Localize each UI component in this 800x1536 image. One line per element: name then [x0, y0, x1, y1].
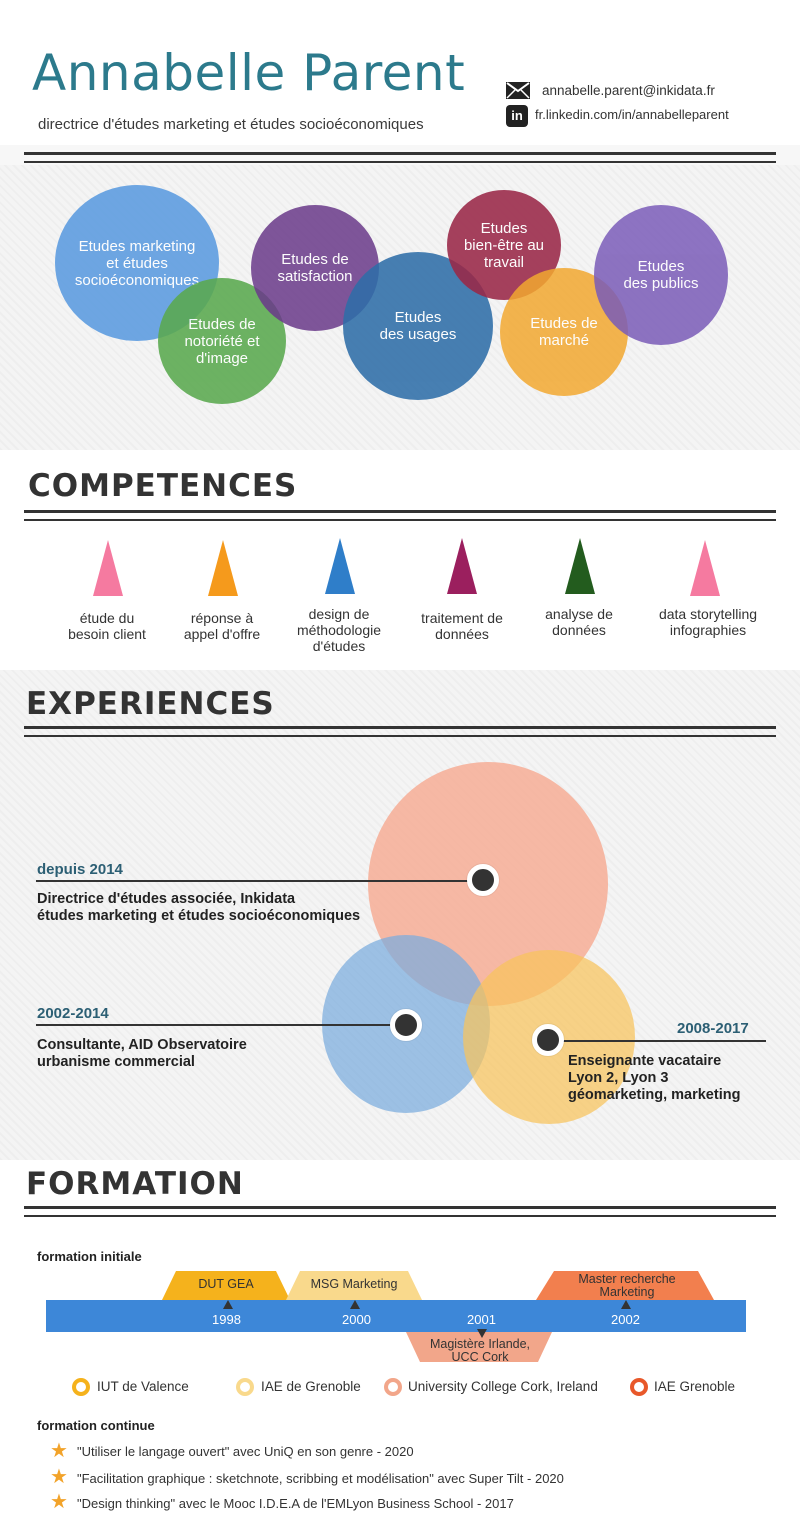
competences-band	[0, 450, 800, 670]
envelope-icon	[506, 82, 530, 99]
star-icon: ★	[50, 1440, 68, 1462]
experience-date: depuis 2014	[37, 861, 123, 878]
formation-initiale-label: formation initiale	[37, 1249, 142, 1264]
competence-label: data storytelling infographies	[658, 606, 758, 638]
experience-description: Enseignante vacataire Lyon 2, Lyon 3 géo…	[568, 1053, 741, 1103]
timeline-year: 2000	[342, 1312, 371, 1327]
competences-rule-bottom	[24, 519, 776, 521]
timeline-marker	[621, 1300, 631, 1309]
competence-marker-besoin-client	[93, 540, 123, 596]
header-rule-top	[24, 152, 776, 155]
legend-ring-icon	[72, 1378, 90, 1396]
timeline-year: 2001	[467, 1312, 496, 1327]
formation-continue-label: formation continue	[37, 1418, 155, 1433]
formation-band	[0, 1160, 800, 1536]
legend-label: University College Cork, Ireland	[408, 1379, 598, 1394]
experience-date: 2008-2017	[677, 1020, 749, 1037]
legend-ring-icon	[384, 1378, 402, 1396]
page-title: Annabelle Parent	[32, 44, 466, 102]
experience-dot	[390, 1009, 422, 1041]
competence-label: analyse de données	[545, 606, 613, 638]
timeline-year: 2002	[611, 1312, 640, 1327]
formation-timeline	[46, 1300, 746, 1332]
competence-marker-appel-offre	[208, 540, 238, 596]
experience-date: 2002-2014	[37, 1005, 109, 1022]
experience-dot	[532, 1024, 564, 1056]
diploma-label: DUT GEA	[198, 1277, 254, 1291]
timeline-marker	[477, 1329, 487, 1338]
timeline-year: 1998	[212, 1312, 241, 1327]
experience-connector	[548, 1040, 766, 1042]
diploma-tag-dut	[162, 1271, 290, 1300]
diploma-label: Master recherche Marketing	[578, 1272, 676, 1299]
diploma-tag-msg	[286, 1271, 422, 1300]
experiences-title: EXPERIENCES	[26, 686, 275, 722]
diploma-label: Magistère Irlande, UCC Cork	[429, 1337, 531, 1364]
legend-label: IAE Grenoble	[654, 1379, 736, 1394]
formation-continue-item: "Design thinking" avec le Mooc I.D.E.A d…	[77, 1496, 514, 1511]
competence-marker-traitement	[447, 538, 477, 594]
bubble-bien-etre: Etudes bien-être au travail	[447, 190, 561, 300]
diploma-tag-master	[536, 1271, 714, 1300]
formation-continue-item: "Facilitation graphique : sketchnote, sc…	[77, 1471, 564, 1486]
bubble-publics: Etudes des publics	[594, 205, 728, 345]
email-link[interactable]: annabelle.parent@inkidata.fr	[542, 83, 715, 98]
competence-marker-methodologie	[325, 538, 355, 594]
experience-connector	[36, 1024, 406, 1026]
experience-description: Directrice d'études associée, Inkidata é…	[37, 891, 361, 924]
legend-ring-icon	[630, 1378, 648, 1396]
header-band	[0, 0, 800, 145]
timeline-marker	[350, 1300, 360, 1309]
linkedin-link[interactable]: fr.linkedin.com/in/annabelleparent	[535, 107, 729, 122]
legend-ring-icon	[236, 1378, 254, 1396]
competence-label: traitement de données	[421, 610, 503, 642]
competences-title: COMPETENCES	[28, 468, 298, 504]
page-subtitle: directrice d'études marketing et études …	[38, 116, 424, 133]
competence-marker-storytelling	[690, 540, 720, 596]
competence-marker-analyse	[565, 538, 595, 594]
experiences-rule-bottom	[24, 735, 776, 737]
header-rule-bottom	[24, 161, 776, 163]
formation-rule-top	[24, 1206, 776, 1209]
formation-rule-bottom	[24, 1215, 776, 1217]
experience-description: Consultante, AID Observatoire urbanisme …	[37, 1037, 247, 1070]
competence-label: étude du besoin client	[68, 610, 146, 642]
timeline-marker	[223, 1300, 233, 1309]
legend-label: IUT de Valence	[97, 1379, 189, 1394]
experience-dot	[467, 864, 499, 896]
star-icon: ★	[50, 1491, 68, 1513]
experience-connector	[36, 880, 484, 882]
legend-label: IAE de Grenoble	[261, 1379, 361, 1394]
star-icon: ★	[50, 1466, 68, 1488]
linkedin-icon: in	[506, 105, 528, 127]
experiences-rule-top	[24, 726, 776, 729]
competences-rule-top	[24, 510, 776, 513]
formation-continue-item: "Utiliser le langage ouvert" avec UniQ e…	[77, 1444, 414, 1459]
formation-title: FORMATION	[26, 1166, 244, 1202]
competence-label: réponse à appel d'offre	[183, 610, 261, 642]
diploma-label: MSG Marketing	[310, 1277, 398, 1291]
competence-label: design de méthodologie d'études	[296, 606, 382, 654]
diploma-tag-magistere	[406, 1332, 552, 1362]
